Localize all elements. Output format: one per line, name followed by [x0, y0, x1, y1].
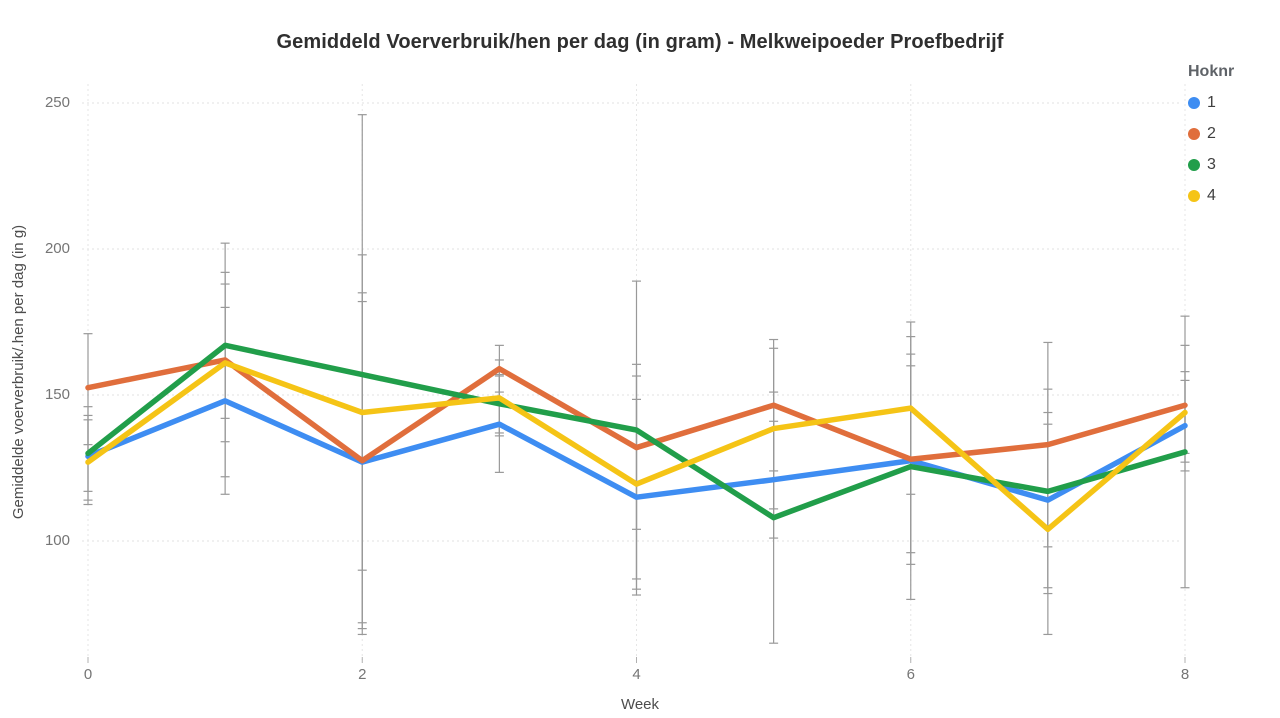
- y-tick-label: 150: [44, 386, 70, 403]
- legend-label: 3: [1207, 156, 1216, 173]
- x-axis-title: Week: [620, 696, 660, 713]
- legend-swatch-icon: [1188, 190, 1200, 202]
- legend-title: Hoknr: [1188, 63, 1235, 80]
- x-tick-label: 0: [83, 666, 93, 683]
- legend-label: 4: [1207, 187, 1216, 204]
- legend-swatch-icon: [1188, 159, 1200, 171]
- chart-title: Gemiddeld Voerverbruik/hen per dag (in g…: [276, 31, 1004, 53]
- y-tick-label: 250: [44, 94, 70, 111]
- y-tick-label: 100: [44, 532, 70, 549]
- legend-label: 1: [1207, 94, 1216, 111]
- legend-swatch-icon: [1188, 97, 1200, 109]
- legend-item[interactable]: 1: [1188, 94, 1276, 112]
- x-tick-label: 4: [632, 666, 641, 683]
- legend-item[interactable]: 2: [1188, 125, 1276, 143]
- legend: Hoknr 1 2 3 4: [1188, 63, 1276, 205]
- y-tick-label: 200: [44, 240, 70, 257]
- series-line-hoknr-3: [85, 342, 1188, 521]
- legend-items: 1 2 3 4: [1188, 94, 1276, 205]
- x-tick-label: 8: [1180, 666, 1190, 683]
- legend-swatch-icon: [1188, 128, 1200, 140]
- series-line-hoknr-4: [85, 360, 1188, 533]
- x-tick-label: 6: [906, 666, 915, 683]
- y-axis-title: Gemiddelde voerverbruik/.hen per dag (in…: [10, 224, 27, 520]
- series-line-hoknr-2: [85, 357, 1188, 464]
- legend-item[interactable]: 3: [1188, 156, 1276, 174]
- legend-item[interactable]: 4: [1188, 187, 1276, 205]
- legend-label: 2: [1207, 125, 1216, 142]
- x-tick-label: 2: [358, 666, 367, 683]
